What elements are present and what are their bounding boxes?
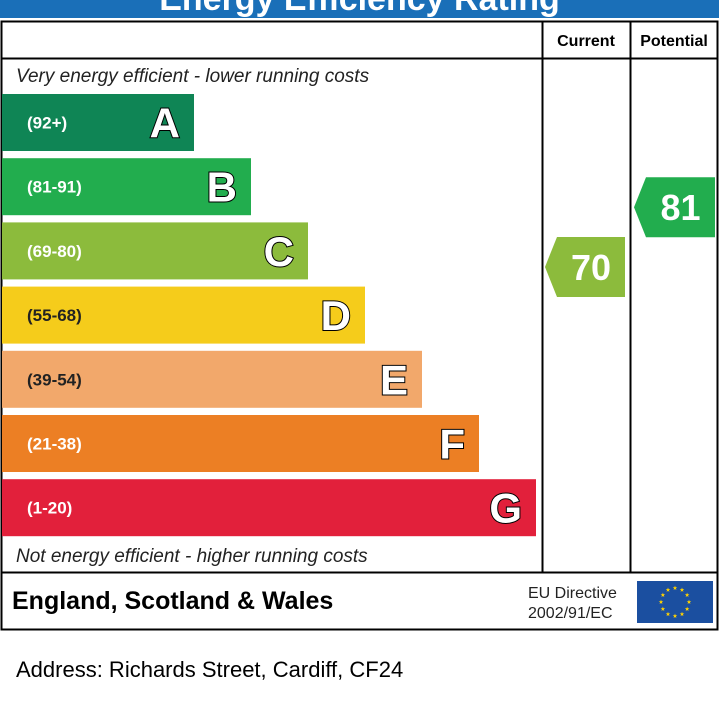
potential-rating-shape	[634, 177, 715, 238]
band-g: (1-20) G	[2, 479, 536, 537]
eu-star-icon	[672, 585, 678, 590]
eu-star-icon	[660, 606, 666, 611]
eu-star-icon	[672, 613, 678, 618]
band-g-range: (1-20)	[27, 499, 72, 518]
eu-star-icon	[665, 611, 671, 617]
band-b: (81-91) B	[2, 158, 251, 216]
band-a-range: (92+)	[27, 114, 67, 133]
eu-flag-icon	[637, 581, 713, 623]
band-d: (55-68) D	[2, 286, 365, 344]
band-c-letter: C	[264, 228, 294, 275]
epc-chart: Current Potential Very energy efficient …	[0, 20, 719, 631]
eu-star-icon	[684, 606, 690, 611]
band-a-bar	[2, 94, 194, 151]
band-e-range: (39-54)	[27, 370, 82, 389]
rating-bands: (92+) A (81-91) B (69-80) C (55-68) D (39-54) E (2…	[2, 94, 536, 537]
band-c-bar	[2, 222, 308, 280]
bottom-note: Not energy efficient - higher running co…	[16, 546, 368, 567]
band-f: (21-38) F	[2, 415, 479, 472]
band-f-bar	[2, 415, 479, 472]
band-d-letter: D	[321, 292, 351, 339]
column-header-current: Current	[557, 33, 615, 50]
band-a: (92+) A	[2, 94, 194, 151]
title-bar: Energy Efficiency Rating	[0, 0, 719, 18]
chart-frame	[0, 20, 719, 631]
chart-title: Energy Efficiency Rating	[0, 0, 719, 18]
eu-star-icon	[665, 587, 671, 592]
rating-arrows: 70 81	[545, 177, 715, 297]
band-g-bar	[2, 479, 536, 537]
eu-star-icon	[679, 611, 685, 617]
band-f-range: (21-38)	[27, 435, 82, 454]
band-e: (39-54) E	[2, 350, 422, 408]
current-rating-arrow: 70	[545, 236, 625, 297]
band-b-letter: B	[207, 164, 237, 211]
potential-rating-value: 81	[660, 187, 700, 228]
top-note: Very energy efficient - lower running co…	[16, 66, 370, 87]
band-c: (69-80) C	[2, 222, 308, 280]
band-f-letter: F	[439, 421, 465, 468]
eu-star-icon	[658, 599, 664, 604]
band-g-letter: G	[489, 485, 522, 532]
eu-star-icon	[684, 592, 690, 597]
potential-rating-arrow: 81	[634, 177, 715, 238]
eu-star-icon	[686, 599, 692, 604]
region-label: England, Scotland & Wales	[12, 587, 333, 615]
band-e-letter: E	[380, 356, 408, 403]
column-header-potential: Potential	[640, 33, 708, 50]
current-rating-shape	[545, 236, 625, 297]
band-d-range: (55-68)	[27, 306, 82, 325]
band-c-range: (69-80)	[27, 242, 82, 261]
eu-star-icon	[679, 587, 685, 592]
eu-star-icon	[660, 592, 666, 597]
current-rating-value: 70	[571, 247, 611, 288]
eu-directive-line2: 2002/91/EC	[528, 605, 613, 622]
eu-directive-line1: EU Directive	[528, 585, 617, 602]
band-e-bar	[2, 350, 422, 408]
band-b-bar	[2, 158, 251, 216]
band-d-bar	[2, 286, 365, 344]
band-b-range: (81-91)	[27, 178, 82, 197]
property-address: Address: Richards Street, Cardiff, CF24	[16, 657, 404, 682]
band-a-letter: A	[150, 100, 180, 147]
